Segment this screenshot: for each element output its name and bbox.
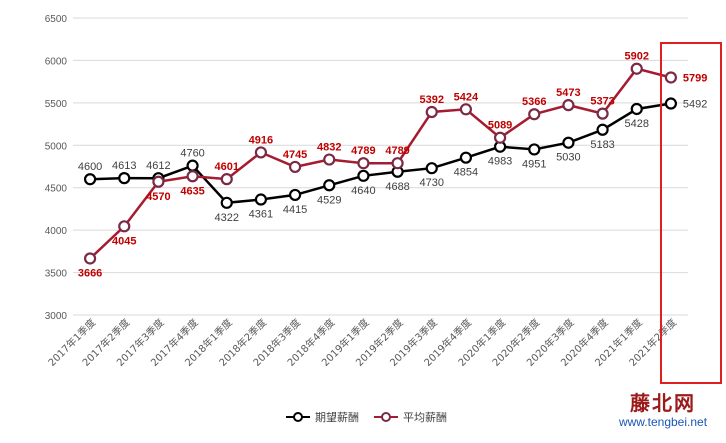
data-label: 4529 [317,194,341,206]
legend-label-average: 平均薪酬 [403,411,447,424]
data-point [152,175,165,188]
data-label: 4600 [78,161,102,173]
y-tick-label: 6500 [45,14,68,25]
watermark-url: www.tengbei.net [618,415,708,429]
data-label: 5089 [488,120,512,132]
data-label: 5424 [454,91,479,103]
data-point [254,193,268,206]
data-point [459,151,473,164]
data-label: 4789 [385,145,409,157]
data-point [357,169,370,182]
data-label: 4688 [385,181,409,193]
data-label: 5392 [420,94,444,106]
data-label: 5373 [590,96,614,108]
data-point [528,143,541,156]
data-label: 4745 [283,149,307,161]
data-point [596,107,609,120]
data-point [288,188,302,202]
data-point [220,196,233,209]
data-point [357,157,370,170]
data-label: 4635 [180,185,204,197]
y-tick-label: 3500 [45,269,68,280]
site-watermark: 藤北网 www.tengbei.net [613,392,713,430]
data-label: 4601 [215,161,239,173]
data-label: 4916 [249,134,273,146]
data-point [493,131,507,144]
y-tick-label: 4000 [45,226,68,237]
legend-marker-expected [286,412,310,422]
data-label: 4640 [351,185,375,197]
data-point [459,103,473,116]
chart-legend: 期望薪酬 平均薪酬 [285,409,447,425]
data-point [118,220,131,233]
data-point [664,97,678,110]
data-point [323,153,336,166]
data-label: 4361 [249,209,273,221]
y-tick-label: 5000 [45,141,68,152]
data-label: 4612 [146,160,170,172]
data-point [323,179,336,192]
y-tick-label: 6000 [45,56,68,67]
data-label: 4730 [420,177,444,189]
data-label: 5799 [683,72,707,84]
data-point [254,146,268,159]
data-label: 4854 [454,167,478,179]
y-tick-label: 5500 [45,99,68,110]
data-label: 3666 [78,267,102,279]
data-label: 5492 [683,99,707,111]
data-point [596,123,609,136]
data-label: 4951 [522,158,546,170]
legend-item-average: 平均薪酬 [373,409,447,425]
data-point [288,160,302,174]
data-label: 4045 [112,235,136,247]
watermark-name: 藤北网 [630,391,696,415]
legend-label-expected: 期望薪酬 [315,411,359,424]
data-point [118,172,131,185]
data-point [425,105,438,119]
data-point [186,170,199,183]
data-point [220,173,233,186]
data-point [425,162,438,175]
data-label: 5030 [556,152,580,164]
data-label: 4322 [215,212,239,224]
data-point [83,252,97,265]
data-label: 5473 [556,87,580,99]
data-label: 4983 [488,156,512,168]
data-label: 5366 [522,96,546,108]
data-label: 5428 [625,118,649,130]
data-point [391,157,404,170]
y-tick-label: 4500 [45,184,68,195]
data-label: 5183 [590,139,614,151]
data-label: 4760 [180,148,204,160]
y-tick-label: 3000 [45,311,68,322]
data-label: 4415 [283,204,307,216]
highlight-box [660,42,722,384]
legend-item-expected: 期望薪酬 [285,409,359,425]
data-label: 4832 [317,142,341,154]
data-label: 4789 [351,145,375,157]
data-point [562,136,575,149]
data-label: 5902 [625,51,649,63]
data-point [528,108,541,121]
data-label: 4570 [146,191,170,203]
data-point [186,159,199,172]
data-point [630,102,643,116]
data-point [664,71,678,84]
data-point [83,173,97,186]
data-point [562,99,575,112]
data-point [630,62,643,75]
data-label: 4613 [112,160,136,172]
legend-marker-average [374,412,398,422]
